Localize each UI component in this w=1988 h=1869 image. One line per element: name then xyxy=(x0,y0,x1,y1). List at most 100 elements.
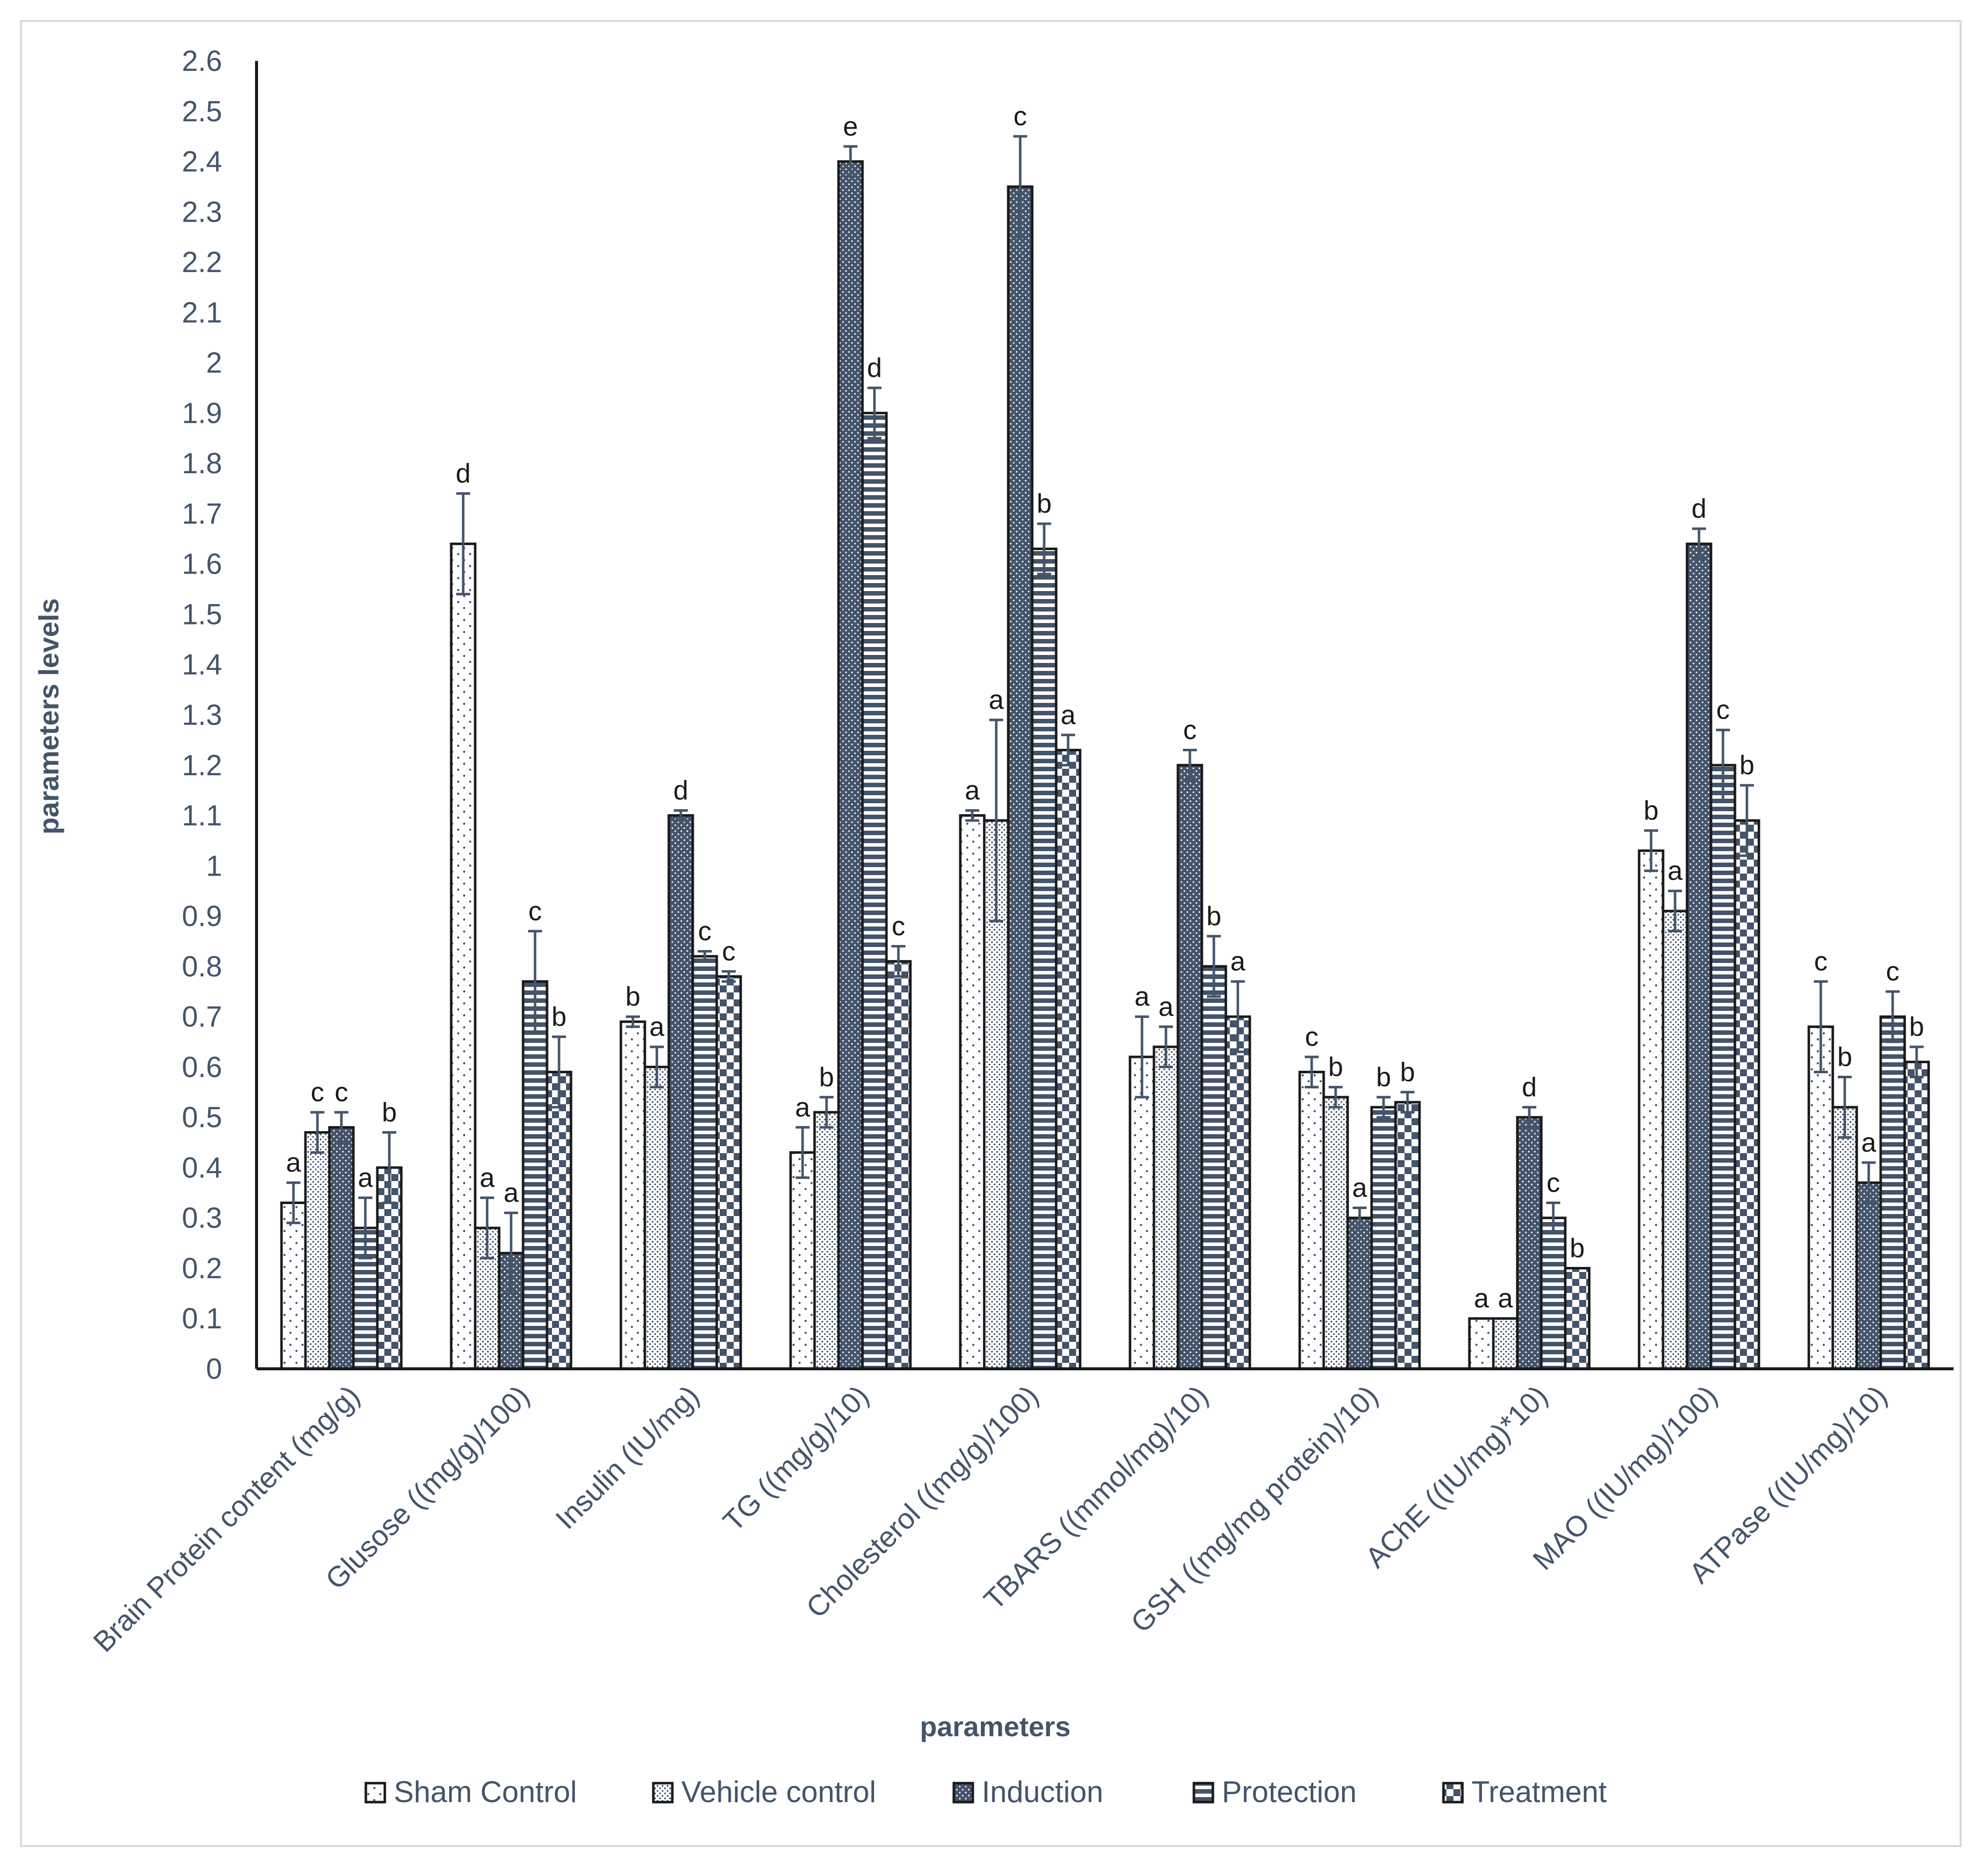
bar-dense-dots xyxy=(1322,1096,1349,1370)
y-axis-ticks: 0 0.1 0.2 0.3 0.4 0.5 0.6 0.7 0.8 0.9 1 1.1 1.2 1.3 1.… xyxy=(182,45,222,1385)
significance-letter: b xyxy=(1909,1012,1924,1042)
y-tick-label: 0.4 xyxy=(182,1152,222,1184)
significance-letter: b xyxy=(819,1062,834,1092)
bar-sparse-dots xyxy=(789,1151,816,1370)
bar-horizontal-stripes xyxy=(861,411,888,1370)
y-tick-label: 1.8 xyxy=(182,447,222,480)
bar-sparse-dots xyxy=(1468,1317,1495,1370)
legend: Sham Control Vehicle control Induction Prot… xyxy=(364,1775,1607,1809)
legend-label: Sham Control xyxy=(394,1775,577,1809)
significance-letter: c xyxy=(529,896,542,926)
significance-letter: c xyxy=(335,1077,348,1107)
significance-letter: b xyxy=(1328,1052,1343,1082)
significance-letter: d xyxy=(1522,1072,1537,1102)
y-tick-label: 0.6 xyxy=(182,1051,222,1083)
significance-letter: a xyxy=(286,1148,301,1178)
significance-letter: c xyxy=(1547,1168,1560,1198)
bar-dense-dots xyxy=(1662,910,1689,1370)
legend-swatch-sparse-dots xyxy=(364,1782,386,1804)
significance-letter: a xyxy=(649,1012,665,1042)
significance-letter: a xyxy=(1474,1283,1489,1313)
significance-letter: c xyxy=(1183,715,1197,745)
bar-checker xyxy=(1903,1060,1930,1370)
y-tick-label: 1.3 xyxy=(182,699,222,731)
bar-checker xyxy=(546,1070,572,1370)
significance-letter: c xyxy=(1716,695,1730,725)
bar-dark-dots xyxy=(1855,1181,1882,1370)
y-tick-label: 1.7 xyxy=(182,498,222,530)
significance-letter: d xyxy=(867,353,882,383)
significance-letter: c xyxy=(892,912,905,941)
significance-letter: a xyxy=(358,1163,373,1193)
y-tick-label: 2 xyxy=(206,347,222,379)
bar-dense-dots xyxy=(1152,1045,1179,1370)
bar-dark-dots xyxy=(837,160,864,1370)
significance-letter: c xyxy=(1014,101,1027,131)
bar-sparse-dots xyxy=(280,1201,307,1370)
bar-dense-dots xyxy=(813,1111,840,1370)
bar-horizontal-stripes xyxy=(1370,1106,1397,1370)
bar-dark-dots xyxy=(1176,764,1203,1370)
significance-letter: b xyxy=(1206,901,1221,931)
bar-dense-dots xyxy=(1492,1317,1519,1370)
bar-horizontal-stripes xyxy=(1540,1217,1567,1370)
bar-checker xyxy=(1564,1266,1591,1370)
significance-letter: c xyxy=(698,917,712,946)
significance-letter: b xyxy=(1644,796,1659,826)
y-tick-label: 2.5 xyxy=(182,95,222,128)
y-tick-label: 0.1 xyxy=(182,1302,222,1335)
significance-letter: a xyxy=(1352,1173,1368,1203)
y-tick-label: 0.8 xyxy=(182,950,222,983)
significance-letter: b xyxy=(1570,1233,1585,1263)
y-tick-label: 1.9 xyxy=(182,397,222,429)
bar-dark-dots xyxy=(1007,185,1034,1370)
significance-letter: b xyxy=(1400,1057,1415,1087)
legend-swatch-horizontal-stripes xyxy=(1192,1782,1214,1804)
bar-dense-dots xyxy=(304,1131,331,1370)
significance-letter: b xyxy=(1837,1042,1852,1072)
significance-letter: a xyxy=(1158,992,1174,1022)
significance-letter: d xyxy=(1692,494,1706,524)
bar-checker xyxy=(885,960,912,1370)
bar-dense-dots xyxy=(1831,1106,1858,1370)
bar-sparse-dots xyxy=(619,1020,646,1370)
bar-checker xyxy=(1394,1101,1421,1370)
significance-letter: a xyxy=(1230,946,1246,976)
bars-group xyxy=(280,160,1930,1370)
x-tick-label: AChE ((IU/mg)*10) xyxy=(1359,1379,1554,1574)
significance-letter: d xyxy=(673,775,688,805)
y-tick-label: 1.2 xyxy=(182,749,222,782)
x-tick-label: Brain Protein content (mg/g) xyxy=(87,1379,366,1658)
bar-sparse-dots xyxy=(1298,1070,1325,1370)
significance-letter: b xyxy=(382,1097,397,1127)
error-bars-group xyxy=(286,135,1924,1295)
bar-horizontal-stripes xyxy=(691,955,718,1370)
significance-letter: a xyxy=(1861,1128,1877,1158)
bar-horizontal-stripes xyxy=(1200,965,1227,1370)
y-tick-label: 1.5 xyxy=(182,598,222,630)
y-tick-label: 0.7 xyxy=(182,1001,222,1033)
significance-letter: a xyxy=(1135,982,1150,1012)
y-tick-label: 2.6 xyxy=(182,45,222,77)
significance-letter: a xyxy=(480,1163,495,1193)
significance-letter: b xyxy=(1376,1062,1391,1092)
bar-dark-dots xyxy=(328,1126,355,1370)
y-tick-label: 2.1 xyxy=(182,297,222,329)
bar-dark-dots xyxy=(1346,1217,1373,1370)
bar-checker xyxy=(1733,819,1760,1370)
bar-dark-dots xyxy=(667,814,694,1370)
legend-label: Protection xyxy=(1222,1775,1357,1809)
bar-sparse-dots xyxy=(959,814,986,1370)
y-tick-label: 0.2 xyxy=(182,1252,222,1284)
y-tick-label: 2.3 xyxy=(182,196,222,228)
significance-letter: e xyxy=(843,111,858,141)
significance-letter: a xyxy=(989,685,1004,715)
significance-letter: c xyxy=(722,936,736,966)
significance-letter: a xyxy=(504,1178,519,1208)
significance-letter: c xyxy=(1305,1022,1319,1052)
bar-sparse-dots xyxy=(1807,1025,1834,1370)
significance-letter: a xyxy=(1061,700,1076,730)
bar-checker xyxy=(1224,1015,1251,1370)
bar-horizontal-stripes xyxy=(522,980,549,1370)
